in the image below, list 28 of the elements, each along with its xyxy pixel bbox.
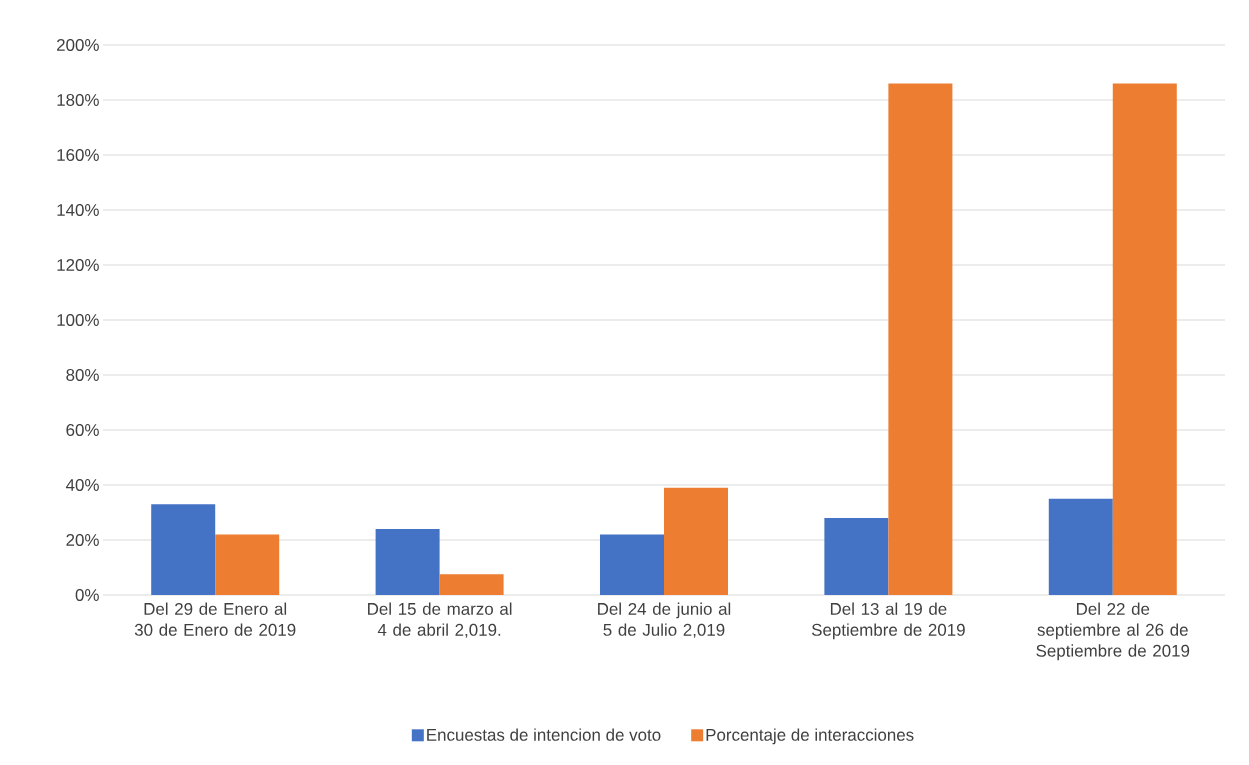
y-tick-label: 20% xyxy=(66,533,99,546)
x-tick-label: Del 22 de septiembre al 26 de Septiembre de 2019 xyxy=(1036,602,1190,661)
x-tick-label: Del 15 de marzo al 4 de abril 2,019. xyxy=(368,602,512,638)
y-tick-label: 160% xyxy=(57,148,99,161)
y-tick-label: 180% xyxy=(57,93,99,106)
bar xyxy=(215,534,280,595)
bar xyxy=(664,487,728,595)
x-tick-label: Del 13 al 19 de Septiembre de 2019 xyxy=(811,602,965,640)
bar xyxy=(1112,83,1177,595)
y-tick-label: 0% xyxy=(75,588,99,601)
bar xyxy=(599,534,664,595)
legend-label: Porcentaje de interacciones xyxy=(706,728,914,745)
y-tick-label: 40% xyxy=(65,478,99,491)
legend-label: Encuestas de intencion de voto xyxy=(427,728,661,741)
bar xyxy=(151,504,216,595)
x-tick-label: Del 24 de junio al 5 de Julio 2,019 xyxy=(598,602,731,638)
bar xyxy=(375,528,440,595)
y-tick-label: 140% xyxy=(57,203,99,216)
y-tick-label: 120% xyxy=(57,258,99,271)
bar xyxy=(439,574,504,595)
y-tick-label: 200% xyxy=(57,38,99,51)
y-tick-label: 60% xyxy=(66,423,99,436)
bar xyxy=(1048,498,1113,595)
x-tick-label: Del 29 de Enero al 30 de Enero de 2019 xyxy=(134,602,296,636)
y-tick-label: 80% xyxy=(66,368,99,381)
bar xyxy=(824,517,889,595)
y-tick-label: 100% xyxy=(57,313,99,326)
bar xyxy=(888,83,953,595)
